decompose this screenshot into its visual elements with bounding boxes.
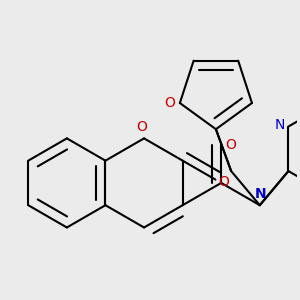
Text: O: O — [225, 138, 236, 152]
Text: N: N — [254, 187, 266, 201]
Text: N: N — [275, 118, 285, 132]
Text: O: O — [137, 120, 148, 134]
Text: O: O — [164, 96, 175, 110]
Text: O: O — [218, 175, 230, 188]
